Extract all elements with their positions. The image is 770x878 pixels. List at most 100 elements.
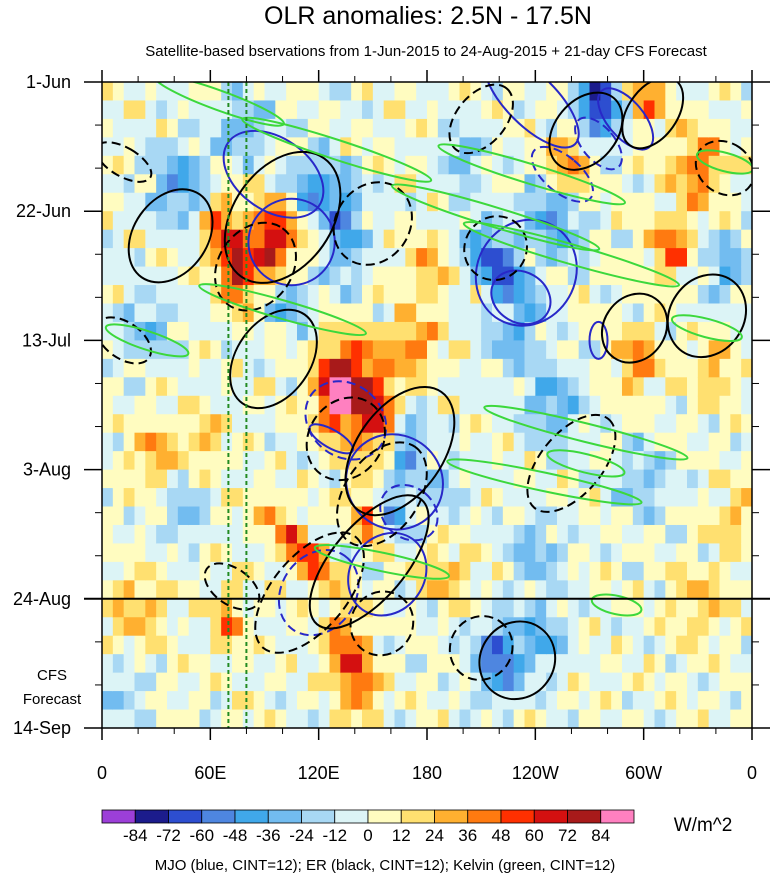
olr-cell [513, 192, 526, 212]
olr-cell [221, 691, 233, 711]
olr-cell [697, 598, 710, 618]
olr-cell [362, 635, 374, 655]
olr-cell [676, 469, 688, 489]
olr-cell [123, 432, 136, 452]
olr-cell [632, 414, 645, 434]
olr-cell [665, 155, 677, 175]
olr-cell [589, 598, 601, 618]
olr-cell [318, 672, 331, 692]
olr-cell [362, 137, 374, 157]
olr-cell [437, 192, 450, 212]
olr-cell [242, 266, 255, 286]
olr-cell [318, 248, 331, 268]
olr-cell [557, 654, 569, 674]
olr-cell [188, 395, 201, 415]
olr-cell [156, 229, 168, 249]
olr-cell [578, 377, 591, 397]
olr-cell [611, 654, 623, 674]
olr-cell [427, 174, 439, 194]
olr-cell [329, 432, 341, 452]
olr-cell [741, 377, 752, 397]
olr-cell [210, 709, 222, 728]
olr-cell [719, 506, 731, 526]
olr-cell [318, 488, 331, 508]
olr-cell [513, 672, 526, 692]
olr-cell [589, 377, 601, 397]
olr-cell [687, 358, 699, 378]
olr-cell [156, 266, 168, 286]
olr-cell [286, 395, 298, 415]
olr-cell [708, 635, 721, 655]
olr-cell [210, 635, 222, 655]
olr-cell [232, 229, 244, 249]
olr-cell [470, 654, 482, 674]
olr-cell [730, 248, 742, 268]
olr-cell [719, 543, 731, 563]
olr-cell [535, 321, 547, 341]
olr-cell [112, 285, 125, 305]
olr-cell [232, 303, 244, 323]
olr-cell [448, 174, 461, 194]
er-contour [526, 413, 617, 513]
olr-cell [156, 211, 168, 231]
olr-cell [156, 395, 168, 415]
olr-cell [372, 580, 385, 600]
olr-cell [372, 118, 385, 138]
olr-cell [448, 395, 461, 415]
olr-cell [275, 303, 287, 323]
olr-cell [264, 524, 276, 545]
olr-cell [275, 672, 287, 692]
olr-cell [557, 266, 569, 286]
mjo-contour [588, 320, 609, 360]
olr-cell [264, 211, 276, 231]
olr-cell [145, 691, 157, 711]
olr-cell [719, 248, 731, 268]
olr-cell [557, 488, 569, 508]
olr-cell [665, 598, 677, 618]
olr-cell [102, 266, 114, 286]
olr-cell [167, 377, 179, 397]
olr-cell [123, 672, 136, 692]
olr-cell [405, 709, 417, 728]
olr-cell [199, 635, 211, 655]
y-tick-label: 1-Jun [26, 72, 71, 92]
olr-cell [589, 543, 601, 563]
olr-cell [687, 469, 699, 489]
olr-cell [535, 432, 547, 452]
olr-cell [459, 543, 471, 563]
olr-cell [394, 617, 406, 637]
olr-cell [437, 211, 450, 231]
er-contour [621, 82, 685, 150]
olr-cell [676, 137, 688, 157]
olr-cell [383, 506, 396, 526]
olr-cell [340, 414, 352, 434]
olr-cell [546, 137, 558, 157]
olr-cell [275, 248, 287, 268]
olr-cell [622, 598, 634, 618]
olr-cell [188, 543, 201, 563]
olr-cell [600, 488, 612, 508]
colorbar-segment [367, 809, 402, 824]
olr-cell [437, 432, 450, 452]
olr-cell [297, 211, 309, 231]
olr-cell [687, 524, 699, 545]
olr-cell [156, 524, 168, 545]
olr-cell [210, 580, 222, 600]
olr-cell [437, 524, 450, 545]
olr-cell [221, 561, 233, 581]
olr-cell [253, 395, 266, 415]
olr-cell [383, 488, 396, 508]
olr-cell [611, 414, 623, 434]
olr-cell [492, 358, 504, 378]
olr-cell [372, 469, 385, 489]
olr-cell [481, 340, 493, 360]
olr-cell [470, 118, 482, 138]
olr-cell [557, 543, 569, 563]
olr-cell [437, 635, 450, 655]
olr-cell [167, 672, 179, 692]
olr-cell [232, 469, 244, 489]
olr-cell [416, 543, 428, 563]
olr-cell [188, 174, 201, 194]
olr-cell [437, 691, 450, 711]
olr-cell [470, 469, 482, 489]
